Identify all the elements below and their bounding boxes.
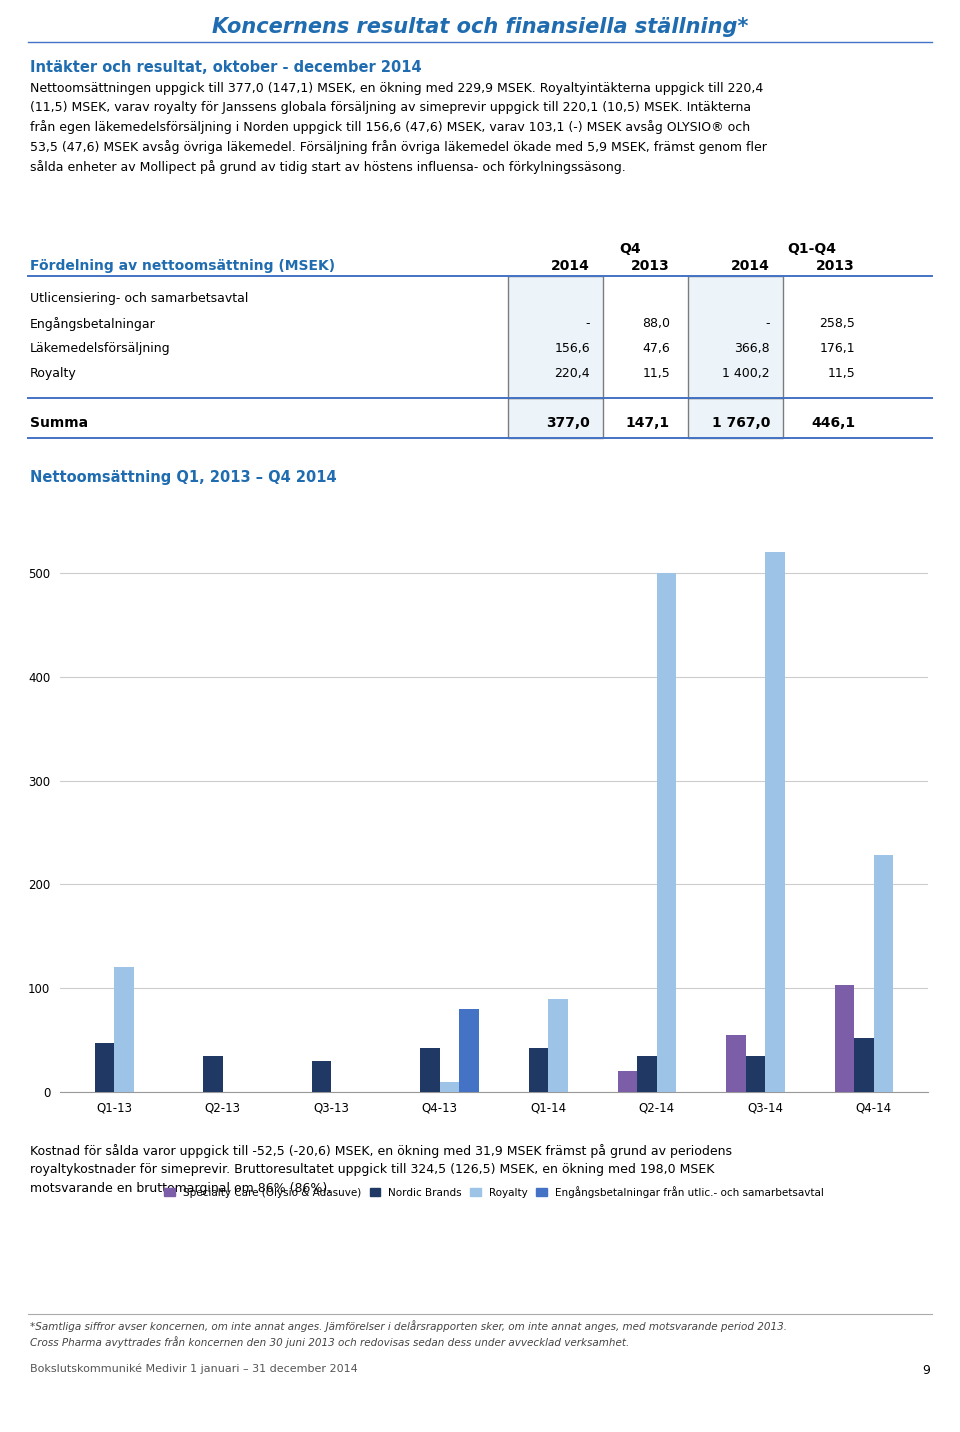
Text: 156,6: 156,6 (554, 342, 590, 355)
Text: Royalty: Royalty (30, 367, 77, 379)
FancyBboxPatch shape (508, 398, 603, 438)
Text: 258,5: 258,5 (819, 316, 855, 329)
Bar (637, 1055, 657, 1093)
Bar (459, 1010, 479, 1093)
Bar (529, 1048, 548, 1093)
Text: 446,1: 446,1 (811, 417, 855, 430)
Text: *Samtliga siffror avser koncernen, om inte annat anges. Jämförelser i delårsrapp: *Samtliga siffror avser koncernen, om in… (30, 1320, 787, 1349)
Text: 11,5: 11,5 (642, 367, 670, 379)
Bar (874, 855, 893, 1093)
Bar (312, 1061, 331, 1093)
Bar (548, 998, 567, 1093)
Text: Koncernens resultat och finansiella ställning*: Koncernens resultat och finansiella stäl… (212, 17, 748, 37)
Bar (746, 1055, 765, 1093)
Text: -: - (765, 316, 770, 329)
Text: 1 767,0: 1 767,0 (711, 417, 770, 430)
Bar (617, 1071, 637, 1093)
Bar (95, 1044, 114, 1093)
Bar (726, 1035, 746, 1093)
Text: 2014: 2014 (551, 259, 590, 274)
Text: 377,0: 377,0 (546, 417, 590, 430)
Text: Nettoomsättningen uppgick till 377,0 (147,1) MSEK, en ökning med 229,9 MSEK. Roy: Nettoomsättningen uppgick till 377,0 (14… (30, 82, 767, 173)
FancyBboxPatch shape (508, 276, 603, 398)
FancyBboxPatch shape (688, 276, 783, 398)
Text: 220,4: 220,4 (554, 367, 590, 379)
Bar (854, 1038, 874, 1093)
Text: 1 400,2: 1 400,2 (722, 367, 770, 379)
Text: -: - (586, 316, 590, 329)
Text: 366,8: 366,8 (734, 342, 770, 355)
Bar (204, 1055, 223, 1093)
Text: Summa: Summa (30, 417, 88, 430)
Text: Kostnad för sålda varor uppgick till -52,5 (-20,6) MSEK, en ökning med 31,9 MSEK: Kostnad för sålda varor uppgick till -52… (30, 1144, 732, 1194)
Text: 2014: 2014 (732, 259, 770, 274)
Text: Läkemedelsförsäljning: Läkemedelsförsäljning (30, 342, 171, 355)
Text: Utlicensiering- och samarbetsavtal: Utlicensiering- och samarbetsavtal (30, 292, 249, 305)
Text: Intäkter och resultat, oktober - december 2014: Intäkter och resultat, oktober - decembe… (30, 60, 421, 74)
Text: 2013: 2013 (632, 259, 670, 274)
Bar (765, 553, 784, 1093)
Text: Fördelning av nettoomsättning (MSEK): Fördelning av nettoomsättning (MSEK) (30, 259, 335, 274)
Text: Q4: Q4 (619, 242, 641, 256)
Bar (440, 1081, 459, 1093)
Text: Q1-Q4: Q1-Q4 (787, 242, 836, 256)
Bar (114, 968, 133, 1093)
Text: 147,1: 147,1 (626, 417, 670, 430)
Legend: Specialty Care (Olysio & Adasuve), Nordic Brands, Royalty, Engångsbetalningar fr: Specialty Care (Olysio & Adasuve), Nordi… (160, 1181, 828, 1201)
Text: Nettoomsättning Q1, 2013 – Q4 2014: Nettoomsättning Q1, 2013 – Q4 2014 (30, 470, 337, 485)
Text: 47,6: 47,6 (642, 342, 670, 355)
Text: 9: 9 (923, 1365, 930, 1378)
FancyBboxPatch shape (688, 398, 783, 438)
Bar (834, 985, 854, 1093)
Text: 2013: 2013 (816, 259, 855, 274)
Text: 88,0: 88,0 (642, 316, 670, 329)
Bar (420, 1048, 440, 1093)
Text: 11,5: 11,5 (828, 367, 855, 379)
Bar (657, 573, 676, 1093)
Text: Bokslutskommuniké Medivir 1 januari – 31 december 2014: Bokslutskommuniké Medivir 1 januari – 31… (30, 1365, 358, 1375)
Text: Engångsbetalningar: Engångsbetalningar (30, 316, 156, 331)
Text: 176,1: 176,1 (820, 342, 855, 355)
